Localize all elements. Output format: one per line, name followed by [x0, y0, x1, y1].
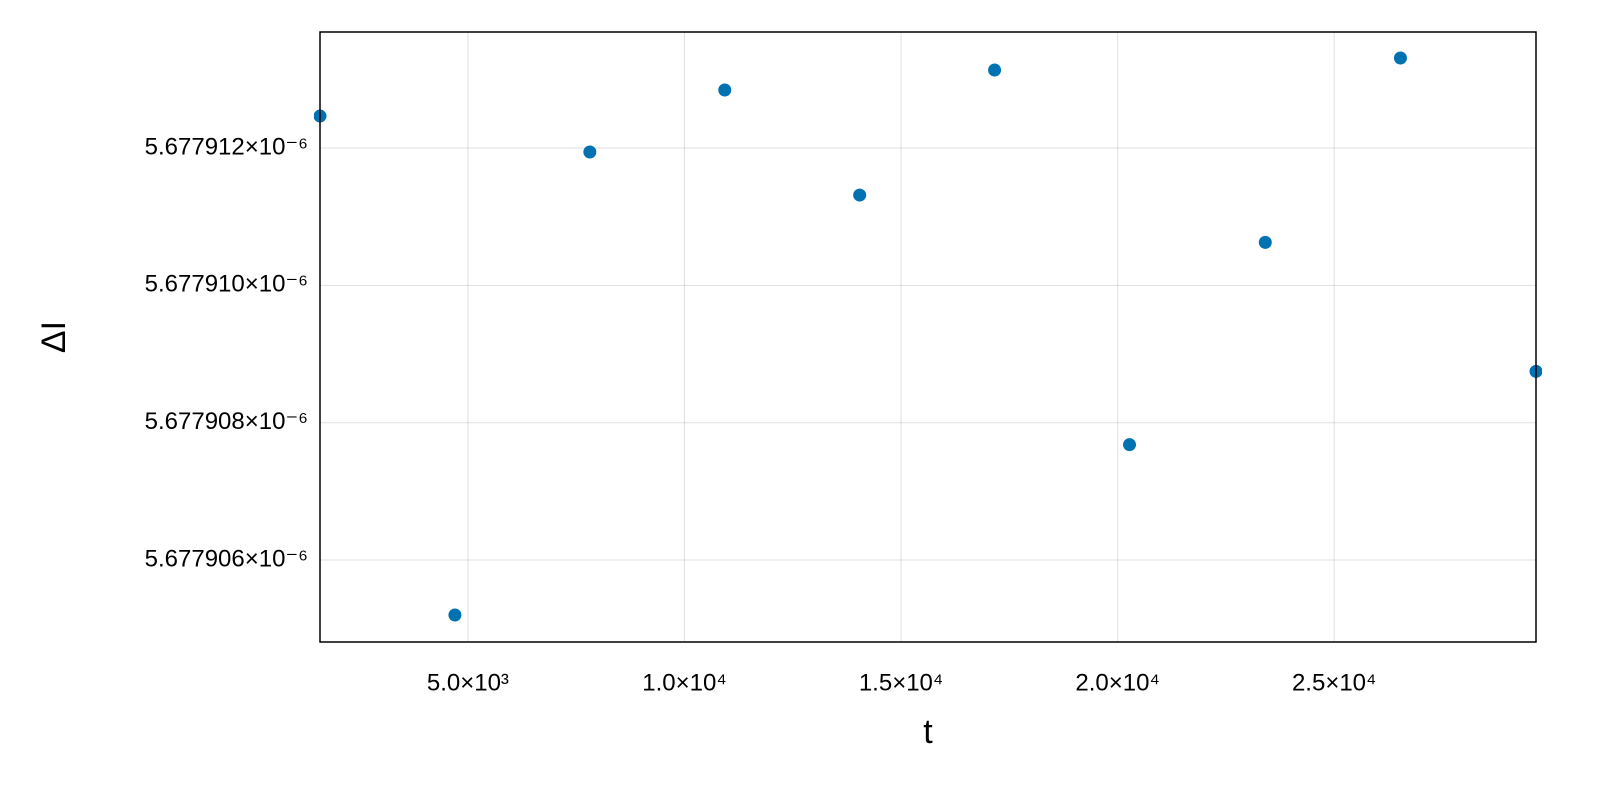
point	[583, 145, 597, 159]
x-tick-label: 1.5×10⁴	[859, 669, 943, 696]
x-tick-label: 1.0×10⁴	[642, 669, 726, 696]
point	[1258, 235, 1272, 249]
x-tick-label: 2.0×10⁴	[1075, 669, 1159, 696]
x-tick-label: 2.5×10⁴	[1292, 669, 1376, 696]
x-axis-label: t	[923, 713, 933, 751]
point	[853, 188, 867, 202]
points	[314, 51, 1542, 622]
plot-frame	[319, 31, 1537, 643]
y-axis-label: ΔI	[35, 321, 73, 353]
point	[448, 608, 462, 622]
point	[1123, 438, 1137, 452]
y-tick-label: 5.677910×10⁻⁶	[145, 271, 308, 298]
point	[1393, 51, 1407, 65]
grid	[320, 32, 1536, 642]
point	[718, 83, 732, 97]
point	[988, 63, 1002, 77]
y-tick-label: 5.677912×10⁻⁶	[145, 133, 308, 160]
x-tick-label: 5.0×10³	[427, 669, 509, 696]
y-tick-label: 5.677908×10⁻⁶	[145, 408, 308, 435]
y-tick-label: 5.677906×10⁻⁶	[145, 545, 308, 572]
